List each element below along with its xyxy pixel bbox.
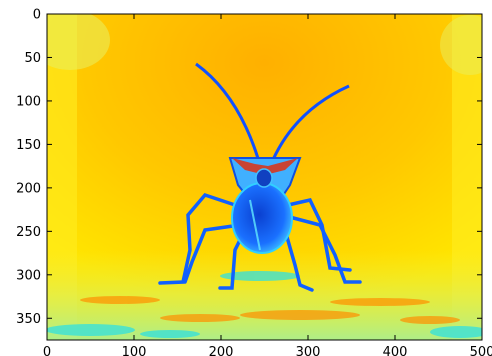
plot-frame — [46, 13, 483, 341]
y-tick-label: 50 — [24, 51, 41, 66]
y-tick-label: 100 — [16, 94, 41, 109]
y-tick-label: 250 — [16, 225, 41, 240]
x-axis: 0 100 200 300 400 500 — [43, 14, 492, 356]
y-tick-label: 350 — [16, 312, 41, 327]
y-tick-label: 150 — [16, 138, 41, 153]
x-tick-label: 400 — [383, 345, 408, 356]
y-tick-label: 300 — [16, 268, 41, 283]
x-tick-label: 300 — [296, 345, 321, 356]
y-tick-label: 200 — [16, 181, 41, 196]
y-axis: 0 50 100 150 200 250 300 350 — [16, 8, 482, 327]
heatmap-image — [47, 14, 482, 340]
x-tick-label: 100 — [122, 345, 147, 356]
x-tick-label: 500 — [470, 345, 492, 356]
y-tick-label: 0 — [33, 8, 41, 23]
x-tick-label: 0 — [43, 345, 51, 356]
x-tick-label: 200 — [209, 345, 234, 356]
